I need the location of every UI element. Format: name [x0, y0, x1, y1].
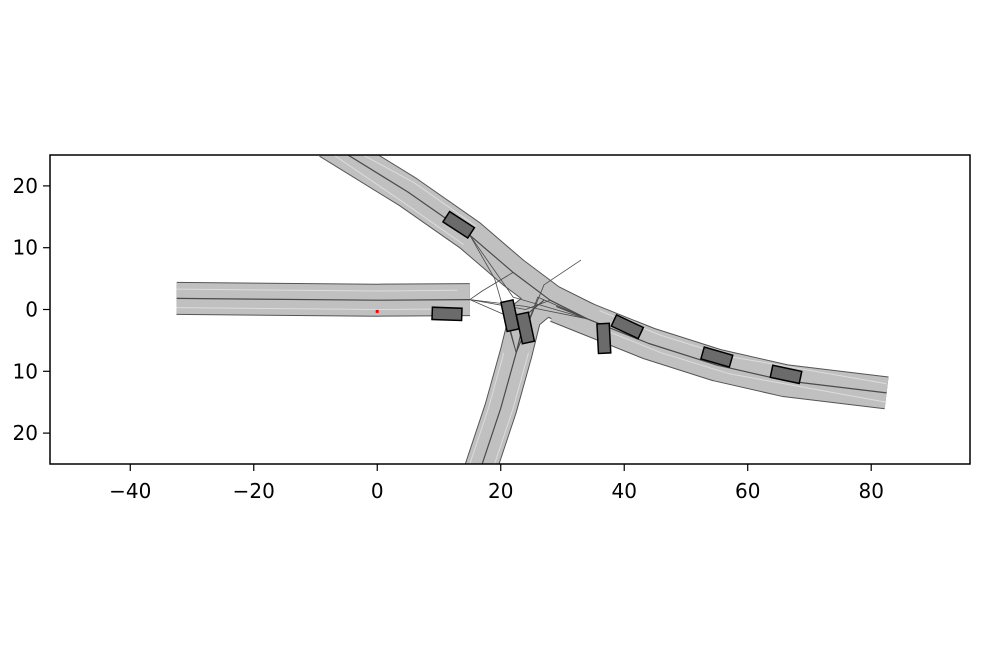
junction-connector-4: [469, 272, 514, 300]
x-tick-label: −20: [233, 479, 275, 503]
x-tick-label: 20: [488, 479, 513, 503]
vehicles: [431, 210, 803, 385]
vehicle-4: [596, 322, 612, 355]
lane-divider-south: [481, 299, 545, 464]
x-tick-label: −40: [109, 479, 151, 503]
junction-connector-6: [469, 299, 551, 310]
vehicle-3: [515, 311, 536, 345]
x-tick-label: 0: [371, 479, 384, 503]
y-tick-label: 0: [25, 298, 38, 322]
lane-marking-3: [332, 155, 464, 246]
lane-marking-1: [176, 307, 458, 310]
lane-divider-nw: [346, 155, 588, 320]
lane-marking-2: [362, 155, 477, 227]
vehicle-1: [431, 306, 463, 322]
road-network: [176, 155, 889, 464]
vehicle-0: [441, 210, 476, 240]
vehicle-7: [769, 364, 803, 385]
plot-area: [176, 155, 889, 464]
x-axis: −40 −20 0 20 40 60 80: [109, 464, 884, 503]
lane-divider-east: [556, 305, 887, 394]
x-tick-label: 80: [858, 479, 883, 503]
vehicle-5: [610, 313, 645, 340]
lane-marking-4: [494, 352, 529, 464]
y-axis: 20 10 0 10 20: [13, 174, 50, 445]
lane-marking-7: [599, 327, 887, 403]
junction-connector-0: [469, 299, 588, 320]
ego-marker: [375, 309, 379, 313]
y-tick-label: 20: [13, 421, 38, 445]
x-tick-label: 40: [612, 479, 637, 503]
lane-divider-west: [176, 297, 470, 301]
ego-point: [375, 309, 379, 313]
y-tick-label: 10: [13, 236, 38, 260]
lane-marking-0: [176, 288, 458, 292]
lane-marking-5: [469, 352, 505, 464]
x-tick-label: 60: [735, 479, 760, 503]
vehicle-6: [699, 346, 734, 368]
y-tick-label: 20: [13, 174, 38, 198]
junction-connector-7: [469, 235, 588, 320]
y-tick-label: 10: [13, 359, 38, 383]
